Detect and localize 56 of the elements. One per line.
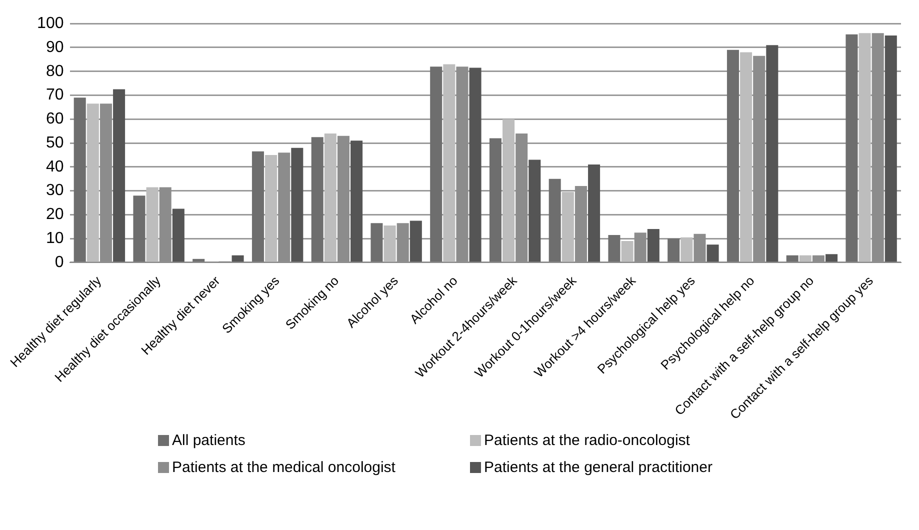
legend-label: All patients	[172, 432, 246, 449]
bar	[562, 192, 574, 262]
y-tick-label: 10	[46, 230, 64, 248]
bar	[548, 178, 561, 262]
y-tick-label: 100	[37, 15, 64, 32]
legend-label: Patients at the radio-oncologist	[484, 432, 690, 449]
bar	[826, 254, 838, 262]
bar	[502, 119, 515, 262]
bar	[443, 64, 456, 262]
bar	[172, 208, 184, 262]
legend-label: Patients at the medical oncologist	[172, 459, 396, 476]
bar	[799, 255, 812, 262]
bar	[858, 33, 871, 262]
y-tick-label: 20	[46, 206, 64, 224]
bar	[232, 255, 244, 262]
bar	[621, 241, 634, 262]
bar	[846, 34, 858, 262]
bar	[740, 52, 752, 262]
bar	[786, 255, 798, 262]
bar	[86, 104, 99, 262]
y-tick-label: 40	[46, 158, 64, 176]
bar	[265, 154, 278, 262]
bar	[370, 223, 383, 262]
bar	[311, 137, 324, 262]
bar	[430, 66, 442, 262]
bar	[766, 45, 778, 262]
bar	[192, 258, 205, 262]
y-tick-label: 70	[46, 86, 64, 104]
bar	[726, 50, 739, 262]
y-tick-label: 80	[46, 62, 64, 80]
bar	[113, 89, 126, 262]
bar	[668, 238, 680, 262]
bar	[74, 98, 86, 262]
bar	[291, 148, 304, 262]
bar	[884, 36, 897, 262]
y-tick-label: 60	[46, 110, 64, 128]
bar	[146, 187, 158, 262]
bar	[647, 229, 660, 262]
bar	[706, 244, 719, 262]
bar	[350, 140, 363, 262]
bar	[252, 151, 264, 262]
bar	[680, 237, 693, 262]
bar	[469, 68, 482, 262]
bar	[489, 138, 502, 262]
y-tick-label: 30	[46, 182, 64, 200]
bar	[410, 220, 422, 262]
bar	[384, 225, 396, 262]
bar	[133, 196, 146, 262]
y-tick-label: 90	[46, 38, 64, 56]
bar	[528, 160, 541, 262]
y-tick-label: 0	[54, 254, 64, 271]
bar	[588, 164, 600, 262]
bar	[608, 235, 620, 262]
legend-label: Patients at the general practitioner	[484, 459, 712, 476]
y-tick-label: 50	[46, 134, 64, 152]
bar	[324, 133, 336, 262]
